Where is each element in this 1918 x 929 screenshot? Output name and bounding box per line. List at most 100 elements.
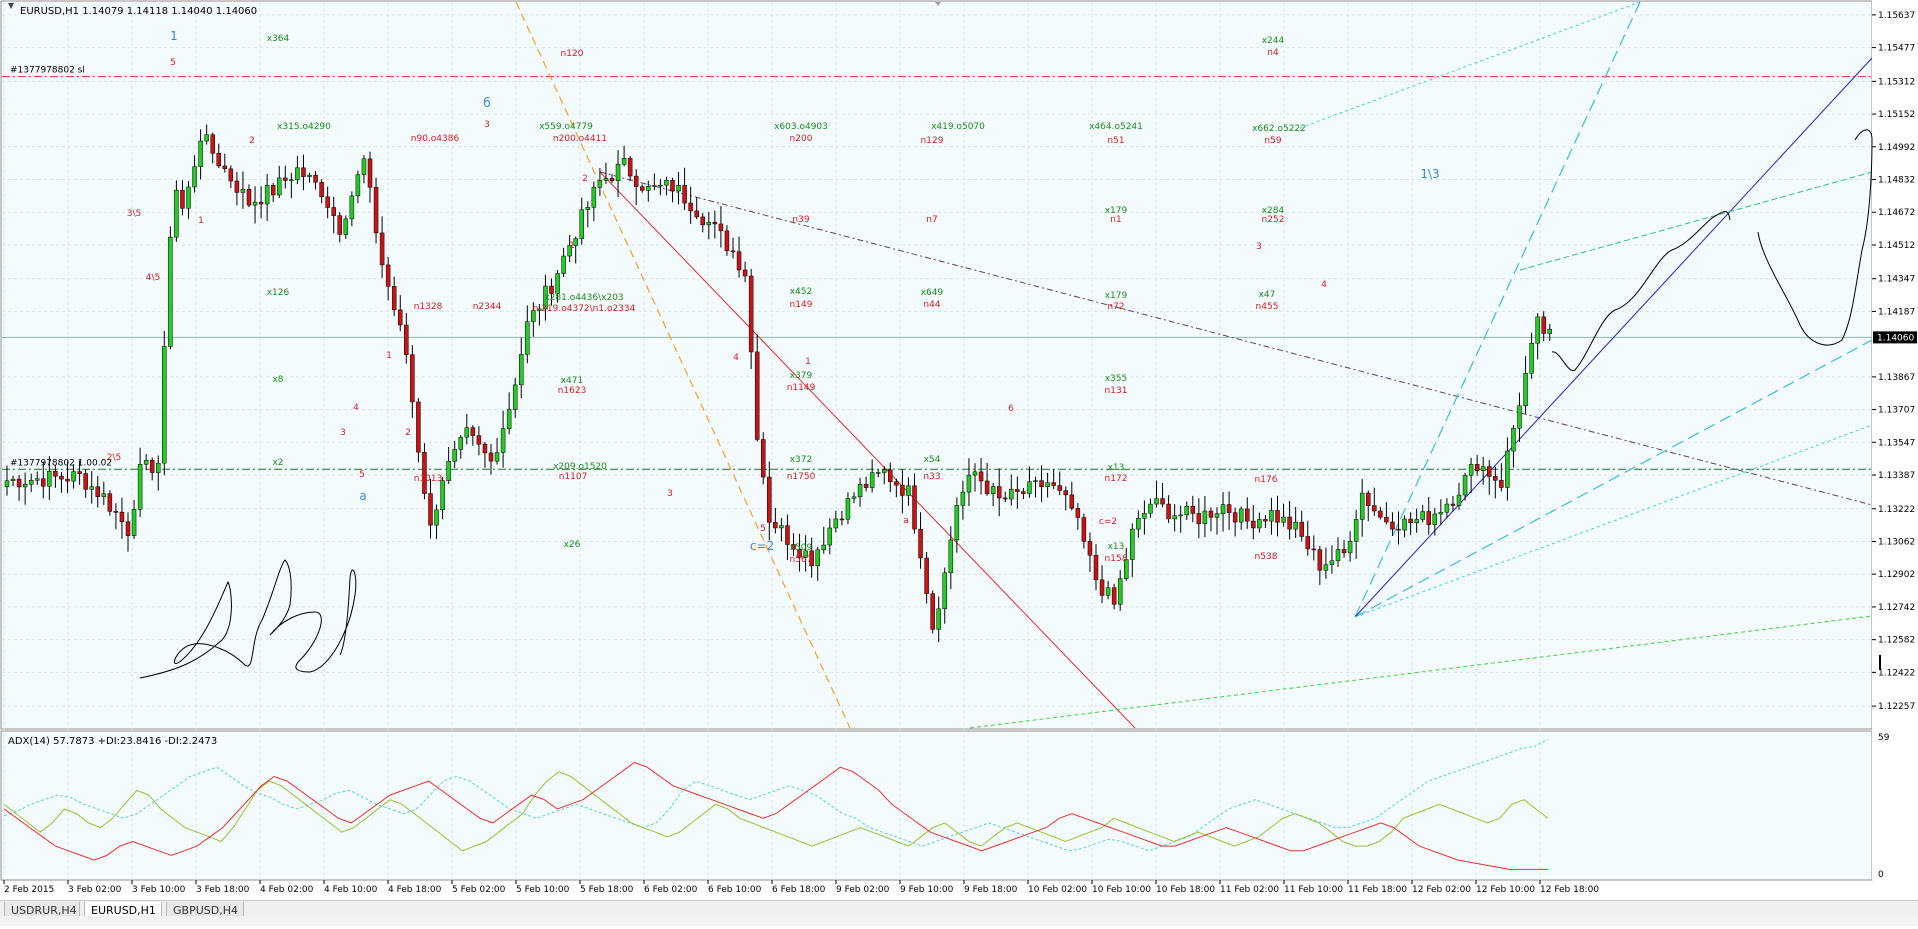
volume-label: n1623 [558, 386, 587, 396]
candle [924, 557, 929, 594]
horizontal-levels[interactable]: #1377978802 sl #1377978802 1.00.02 [2, 66, 1872, 470]
time-tick-label: 4 Feb 02:00 [260, 885, 314, 895]
entry-label: #1377978802 1.00.02 [10, 458, 112, 468]
adx-indicator [3, 738, 1549, 870]
wave-label: 1\3 [1420, 167, 1439, 181]
price-tick-label: 1.14832 [1878, 176, 1915, 186]
candle [234, 180, 240, 193]
candle [525, 321, 530, 355]
candle [512, 384, 518, 410]
candle [773, 522, 778, 529]
candle [1021, 491, 1026, 494]
candle [16, 478, 22, 488]
candle [464, 427, 470, 438]
time-tick-label: 10 Feb 18:00 [1156, 885, 1215, 895]
indicator-area[interactable] [0, 730, 1873, 881]
candle [1093, 555, 1099, 581]
candle [319, 181, 324, 198]
time-tick-label: 9 Feb 18:00 [964, 885, 1018, 895]
price-tick-label: 1.12582 [1878, 636, 1915, 646]
volume-label: n2344 [473, 302, 502, 312]
volume-label: n200 [790, 134, 813, 144]
candle [1178, 514, 1183, 517]
tab-usdrur-h4[interactable]: USDRUR,H4 [4, 902, 80, 920]
wave-label: 3 [1256, 242, 1262, 252]
candle [785, 525, 790, 545]
volume-label: n176 [1255, 475, 1278, 485]
candle [706, 221, 712, 226]
trendline [599, 171, 1873, 506]
volume-label: n149 [790, 300, 813, 310]
time-tick-label: 6 Feb 02:00 [644, 885, 698, 895]
candle [664, 180, 669, 186]
chart-shift-marker[interactable] [935, 2, 941, 6]
candle [246, 188, 252, 206]
price-tick-label: 1.15312 [1878, 77, 1915, 87]
volume-label: x662.o5222 [1252, 124, 1306, 134]
candle [391, 286, 397, 311]
candle [549, 285, 554, 294]
candle [373, 186, 379, 234]
main-chart-area[interactable] [0, 0, 1873, 730]
price-tick-label: 1.14347 [1878, 275, 1915, 285]
candle [948, 539, 954, 574]
wave-label: 2 [405, 428, 411, 438]
candle [65, 478, 70, 482]
trendline [1354, 339, 1873, 618]
candle [996, 486, 1002, 499]
candle [1517, 405, 1522, 429]
candle [379, 232, 385, 266]
wave-label: a [359, 489, 366, 503]
candle [633, 175, 639, 187]
wave-labels: 1 5 2 1 3\5 4\5 2\5 1 4 3 2 5 a б 3 2 1 4 1 3 5 c=2 6 a c=2 3 4 1\3… [107, 29, 1440, 565]
tab-eurusd-h1[interactable]: EURUSD,H1 [84, 902, 162, 920]
candle [295, 167, 300, 180]
candle [1136, 518, 1141, 530]
indicator-line [3, 738, 1549, 852]
candle [131, 509, 137, 536]
candle [627, 158, 633, 177]
candle [797, 548, 802, 558]
candle [1462, 475, 1468, 496]
volume-label: n455 [1256, 302, 1279, 312]
candle [1493, 476, 1498, 481]
projection-path[interactable] [1551, 129, 1873, 372]
time-axis[interactable]: 2 Feb 2015 3 Feb 02:00 3 Feb 10:00 3 Feb 18… [3, 880, 1599, 895]
volume-label: x244 [1262, 36, 1285, 46]
volume-label: n44 [923, 300, 940, 310]
candle [652, 185, 657, 187]
candle [1063, 490, 1068, 496]
time-tick-label: 11 Feb 18:00 [1348, 885, 1407, 895]
trendline [1299, 1, 1641, 129]
price-axis[interactable]: 1.15637 1.15477 1.15312 1.15152 1.14992 1.148… [1872, 11, 1917, 880]
time-tick-label: 12 Feb 18:00 [1540, 885, 1599, 895]
candle [404, 324, 409, 355]
candle [101, 493, 107, 497]
candle [107, 493, 113, 512]
time-tick-label: 9 Feb 02:00 [836, 885, 890, 895]
wave-label: 1 [386, 351, 392, 361]
volume-label: n129 [921, 136, 944, 146]
candle [839, 518, 845, 521]
candle [1505, 450, 1510, 488]
candle [906, 485, 911, 496]
candle [83, 473, 88, 490]
price-tick-label: 1.13547 [1878, 438, 1915, 448]
wave-label: 3 [340, 428, 346, 438]
candle [694, 210, 699, 218]
candle [1245, 508, 1250, 522]
candle [168, 236, 173, 347]
wave-label: 3 [484, 120, 490, 130]
volume-label: n72 [1107, 302, 1124, 312]
candle [930, 593, 935, 630]
candle [1263, 519, 1268, 522]
volume-label: n1013 [414, 474, 443, 484]
dropdown-arrow-icon[interactable] [8, 3, 14, 9]
volume-label: n1 [1110, 215, 1121, 225]
wave-label: 6 [1008, 404, 1014, 414]
time-tick-label: 5 Feb 18:00 [580, 885, 634, 895]
candle [742, 269, 748, 277]
volume-label: n7 [926, 215, 937, 225]
